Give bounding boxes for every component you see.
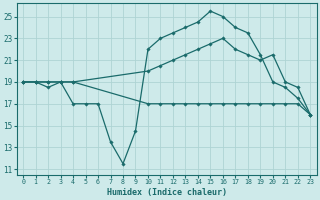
X-axis label: Humidex (Indice chaleur): Humidex (Indice chaleur) — [107, 188, 227, 197]
